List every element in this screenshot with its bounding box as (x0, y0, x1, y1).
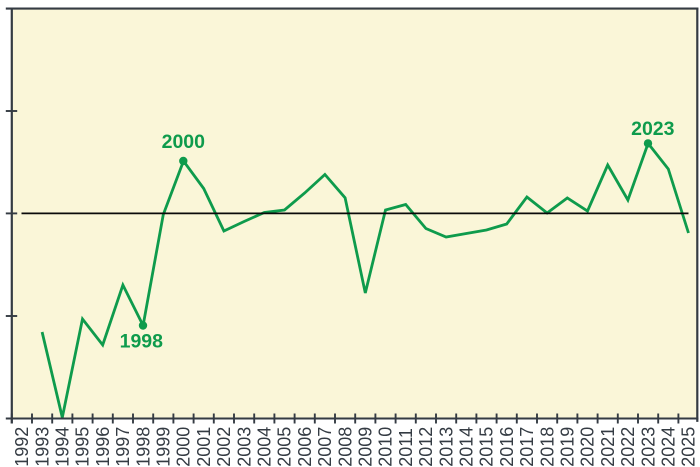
svg-text:1994: 1994 (53, 427, 73, 467)
svg-text:1998: 1998 (120, 331, 164, 353)
svg-text:1992: 1992 (12, 427, 32, 467)
svg-text:2004: 2004 (255, 427, 275, 467)
svg-text:2009: 2009 (356, 427, 376, 467)
svg-text:1997: 1997 (113, 427, 133, 467)
svg-text:2000: 2000 (174, 427, 194, 467)
svg-text:2013: 2013 (436, 427, 456, 467)
svg-text:2014: 2014 (457, 427, 477, 467)
svg-text:2005: 2005 (275, 427, 295, 467)
svg-text:2008: 2008 (335, 427, 355, 467)
svg-text:2018: 2018 (537, 427, 557, 467)
svg-text:1998: 1998 (133, 427, 153, 467)
svg-text:2017: 2017 (517, 427, 537, 467)
svg-text:1996: 1996 (93, 427, 113, 467)
svg-text:2007: 2007 (315, 427, 335, 467)
svg-text:2003: 2003 (234, 427, 254, 467)
svg-text:2011: 2011 (396, 428, 416, 467)
svg-text:2024: 2024 (659, 427, 679, 467)
svg-text:2023: 2023 (631, 118, 675, 140)
svg-text:2012: 2012 (416, 427, 436, 467)
svg-text:2002: 2002 (214, 427, 234, 467)
svg-text:2000: 2000 (162, 131, 206, 153)
svg-text:2020: 2020 (578, 427, 598, 467)
svg-text:2015: 2015 (477, 427, 497, 467)
svg-text:2021: 2021 (598, 427, 618, 467)
svg-text:2010: 2010 (376, 427, 396, 467)
svg-text:1993: 1993 (32, 427, 52, 467)
svg-text:2006: 2006 (295, 427, 315, 467)
svg-text:2022: 2022 (618, 427, 638, 467)
svg-text:2019: 2019 (558, 427, 578, 467)
svg-text:2001: 2001 (194, 427, 214, 467)
svg-text:2023: 2023 (638, 427, 658, 467)
svg-text:2025: 2025 (679, 427, 699, 467)
svg-text:2016: 2016 (497, 427, 517, 467)
svg-text:1999: 1999 (154, 427, 174, 467)
svg-text:1995: 1995 (73, 427, 93, 467)
